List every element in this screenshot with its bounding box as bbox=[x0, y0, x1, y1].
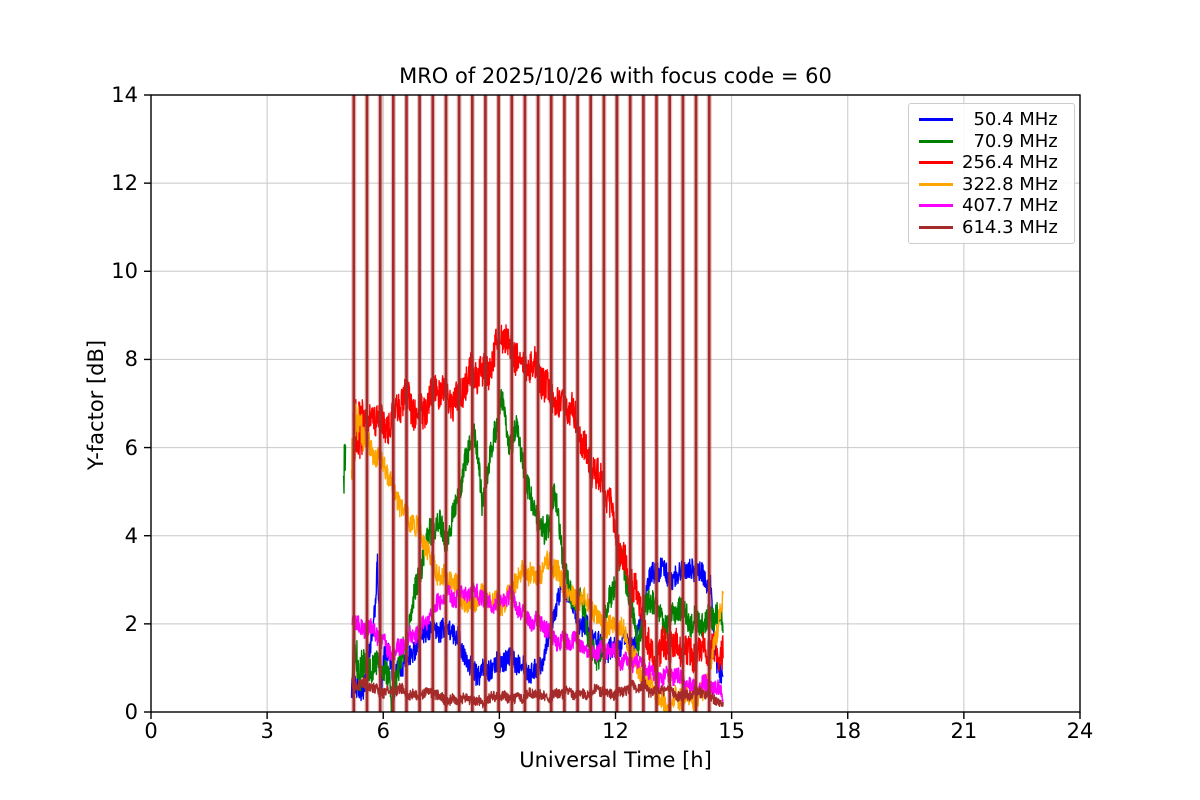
legend-swatch bbox=[919, 161, 953, 165]
x-tick-label: 12 bbox=[602, 719, 629, 743]
legend-label: 256.4 MHz bbox=[962, 152, 1058, 174]
legend-item: 322.8 MHz bbox=[909, 174, 1074, 196]
x-tick-label: 6 bbox=[376, 719, 390, 743]
y-tick-label: 0 bbox=[124, 700, 138, 724]
tick-marks bbox=[144, 94, 1081, 719]
x-tick-label: 9 bbox=[492, 719, 507, 743]
y-tick-label: 10 bbox=[111, 259, 138, 284]
legend-swatch bbox=[919, 182, 953, 186]
x-tick-label: 24 bbox=[1066, 719, 1094, 743]
x-tick-label: 0 bbox=[144, 719, 158, 743]
x-tick-label: 21 bbox=[950, 719, 978, 743]
legend-item: 256.4 MHz bbox=[909, 152, 1074, 174]
legend-swatch bbox=[919, 118, 953, 122]
legend-item: 614.3 MHz bbox=[909, 217, 1074, 239]
calibration-spikes bbox=[351, 95, 712, 712]
legend-swatch bbox=[919, 139, 953, 143]
x-tick-label: 3 bbox=[260, 719, 274, 743]
legend-item: 407.7 MHz bbox=[909, 195, 1074, 217]
legend-label: 70.9 MHz bbox=[962, 130, 1058, 152]
legend-box: 50.4 MHz 70.9 MHz 256.4 MHz 322.8 MHz 407.7… bbox=[908, 103, 1075, 244]
legend-label: 50.4 MHz bbox=[962, 109, 1058, 131]
x-axis-label: Universal Time [h] bbox=[519, 748, 712, 772]
legend-label: 322.8 MHz bbox=[962, 173, 1058, 195]
legend-label: 407.7 MHz bbox=[962, 195, 1058, 217]
y-tick-label: 14 bbox=[111, 83, 138, 107]
legend-item: 70.9 MHz bbox=[909, 131, 1074, 153]
y-tick-label: 6 bbox=[124, 435, 138, 460]
legend-swatch bbox=[919, 204, 953, 208]
x-tick-label: 18 bbox=[834, 719, 862, 743]
legend-swatch bbox=[919, 225, 953, 229]
y-tick-label: 12 bbox=[111, 171, 138, 196]
legend-label: 614.3 MHz bbox=[962, 216, 1058, 238]
y-tick-label: 2 bbox=[124, 611, 138, 636]
y-tick-label: 8 bbox=[124, 347, 138, 372]
chart-title: MRO of 2025/10/26 with focus code = 60 bbox=[399, 64, 832, 88]
series-lines bbox=[342, 324, 724, 712]
legend-item: 50.4 MHz bbox=[909, 109, 1074, 131]
series-line-70.9mhz bbox=[342, 443, 347, 494]
x-tick-label: 15 bbox=[718, 719, 745, 743]
y-tick-label: 4 bbox=[124, 523, 138, 548]
